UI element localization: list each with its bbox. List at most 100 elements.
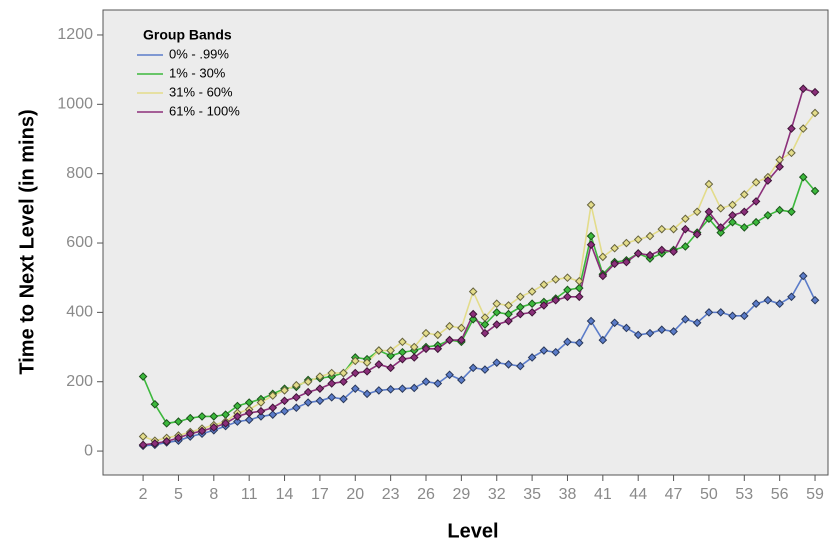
x-tick-label: 38	[559, 486, 577, 503]
data-point	[539, 280, 549, 289]
data-point	[433, 379, 443, 388]
data-point	[185, 413, 195, 423]
series-line	[142, 112, 816, 442]
data-point	[610, 243, 619, 253]
data-point	[315, 384, 325, 393]
data-point	[256, 412, 266, 421]
series-line	[142, 175, 816, 425]
data-point	[563, 273, 572, 283]
data-point	[751, 197, 761, 206]
data-point	[280, 386, 289, 395]
data-point	[386, 351, 395, 361]
data-point	[185, 429, 195, 439]
data-point	[327, 393, 337, 402]
data-point	[174, 433, 183, 443]
data-point	[457, 375, 466, 385]
y-tick-label: 200	[66, 373, 93, 390]
data-point	[445, 335, 454, 345]
data-point	[551, 295, 560, 305]
y-tick-label: 0	[84, 442, 93, 459]
data-point	[339, 394, 348, 404]
data-point	[409, 383, 419, 393]
legend-title: Group Bands	[143, 27, 232, 43]
data-point	[362, 367, 372, 376]
data-point	[421, 377, 431, 387]
data-point	[739, 207, 749, 217]
data-point	[339, 368, 348, 378]
x-axis-title: Level	[447, 520, 498, 542]
x-tick-label: 53	[735, 486, 753, 503]
data-point	[480, 365, 490, 374]
x-tick-label: 23	[382, 486, 400, 503]
data-point	[292, 403, 301, 413]
data-point	[280, 396, 289, 406]
data-point	[810, 87, 820, 97]
data-point	[728, 210, 737, 220]
data-point	[716, 223, 726, 232]
data-point	[633, 235, 643, 244]
data-point	[704, 207, 714, 217]
data-point	[162, 419, 171, 428]
data-point	[150, 439, 160, 448]
x-tick-label: 44	[629, 486, 647, 503]
data-point	[492, 358, 502, 367]
data-point	[350, 384, 360, 393]
x-tick-label: 8	[209, 486, 218, 503]
data-point	[787, 207, 796, 217]
data-point	[433, 330, 443, 340]
data-point	[221, 419, 230, 428]
legend-label: 0% - .99%	[169, 46, 229, 61]
data-point	[763, 176, 773, 185]
data-point	[174, 417, 183, 426]
data-point	[787, 292, 796, 302]
data-point	[516, 361, 525, 371]
data-point	[633, 330, 643, 340]
data-point	[763, 210, 773, 220]
data-point	[798, 124, 808, 133]
data-point	[292, 393, 301, 402]
data-point	[622, 238, 631, 248]
data-point	[527, 299, 537, 309]
data-point	[516, 292, 525, 302]
data-point	[669, 327, 678, 336]
data-point	[681, 214, 690, 224]
data-point	[350, 368, 360, 378]
data-point	[551, 275, 560, 284]
data-point	[622, 257, 631, 267]
data-point	[657, 224, 667, 234]
data-point	[303, 387, 313, 397]
data-point	[728, 311, 737, 321]
data-point	[386, 346, 395, 355]
data-point	[339, 377, 348, 387]
data-point	[197, 426, 207, 436]
data-point	[374, 386, 384, 395]
data-point	[622, 323, 631, 333]
x-tick-label: 41	[594, 486, 612, 503]
data-point	[739, 311, 749, 321]
data-point	[303, 377, 313, 387]
data-point	[409, 342, 419, 352]
data-point	[480, 313, 490, 322]
data-point	[433, 344, 443, 354]
data-point	[362, 389, 372, 399]
x-tick-label: 56	[771, 486, 789, 503]
data-point	[516, 309, 525, 319]
data-point	[209, 423, 219, 432]
data-point	[657, 325, 667, 335]
data-point	[563, 292, 572, 302]
data-point	[362, 358, 372, 367]
x-tick-label: 5	[174, 486, 183, 503]
data-point	[421, 328, 431, 338]
data-point	[209, 412, 219, 421]
data-point	[598, 252, 608, 262]
data-point	[787, 148, 796, 158]
data-point	[327, 368, 337, 378]
data-point	[457, 323, 466, 333]
data-point	[480, 320, 490, 329]
data-point	[645, 328, 655, 338]
data-point	[398, 337, 407, 347]
x-tick-label: 11	[241, 486, 258, 503]
data-point	[244, 415, 254, 425]
x-tick-label: 35	[523, 486, 541, 503]
data-point	[810, 186, 820, 196]
